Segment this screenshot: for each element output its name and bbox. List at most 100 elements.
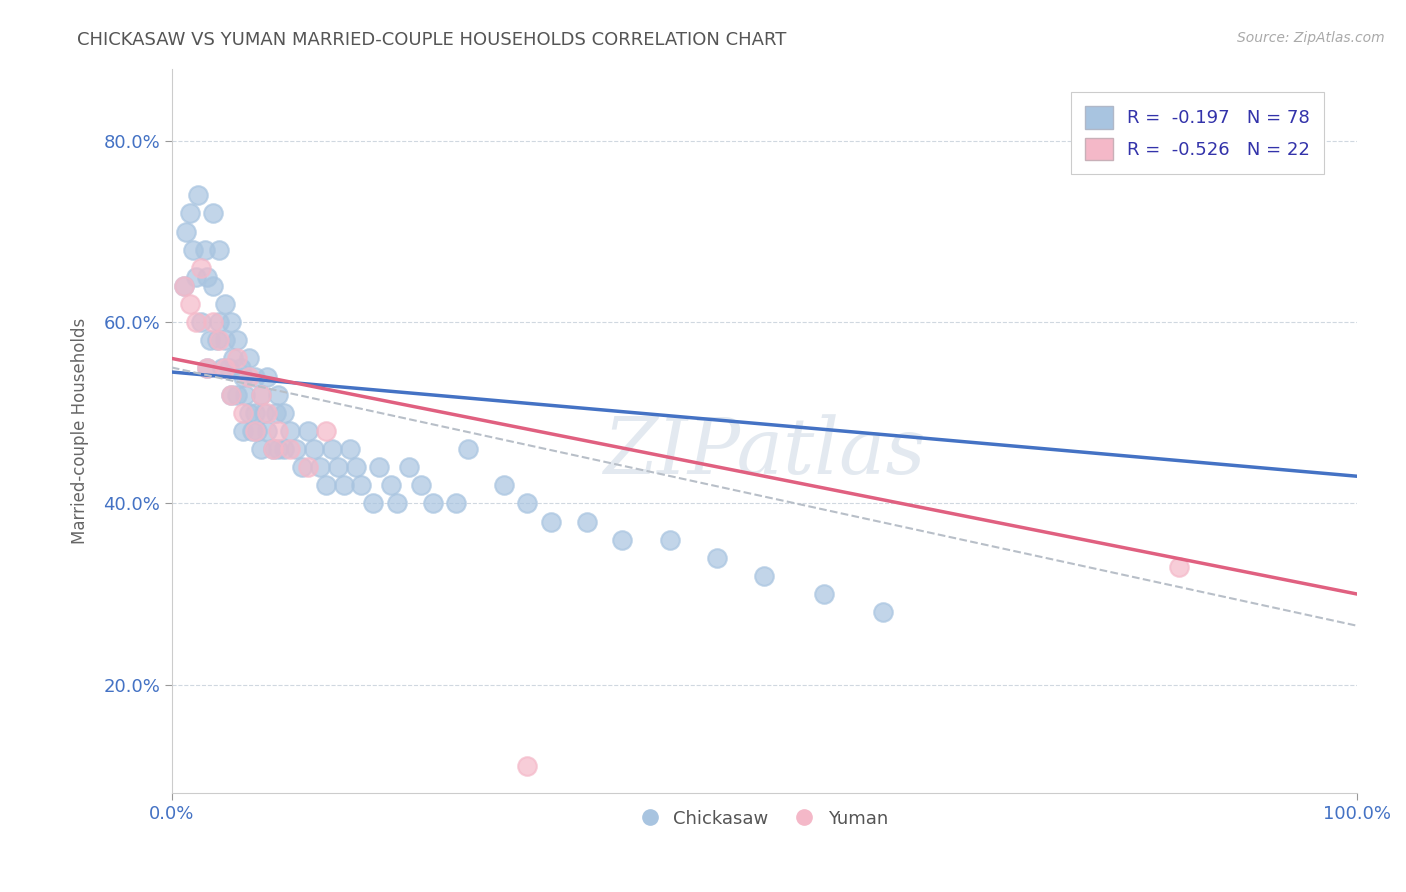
Point bbox=[267, 387, 290, 401]
Point bbox=[297, 424, 319, 438]
Point bbox=[285, 442, 308, 456]
Point bbox=[190, 260, 212, 275]
Y-axis label: Married-couple Households: Married-couple Households bbox=[72, 318, 89, 544]
Point bbox=[173, 279, 195, 293]
Point bbox=[190, 315, 212, 329]
Point bbox=[214, 297, 236, 311]
Point bbox=[315, 424, 337, 438]
Point bbox=[219, 387, 242, 401]
Point bbox=[446, 496, 468, 510]
Point bbox=[267, 424, 290, 438]
Point bbox=[202, 206, 225, 220]
Point bbox=[205, 334, 228, 348]
Point bbox=[256, 406, 278, 420]
Point bbox=[278, 424, 301, 438]
Point bbox=[238, 406, 260, 420]
Point bbox=[706, 550, 728, 565]
Point bbox=[457, 442, 479, 456]
Point bbox=[184, 269, 207, 284]
Point bbox=[232, 369, 254, 384]
Point bbox=[195, 269, 218, 284]
Point bbox=[267, 442, 290, 456]
Point bbox=[321, 442, 343, 456]
Point bbox=[658, 533, 681, 547]
Point bbox=[540, 515, 562, 529]
Point bbox=[243, 424, 266, 438]
Point bbox=[398, 460, 420, 475]
Point bbox=[226, 387, 249, 401]
Point bbox=[214, 334, 236, 348]
Point bbox=[243, 406, 266, 420]
Point bbox=[380, 478, 402, 492]
Point bbox=[173, 279, 195, 293]
Point bbox=[516, 759, 538, 773]
Point bbox=[195, 360, 218, 375]
Point bbox=[309, 460, 332, 475]
Point bbox=[232, 424, 254, 438]
Point bbox=[222, 351, 245, 366]
Point bbox=[872, 605, 894, 619]
Point bbox=[202, 315, 225, 329]
Point bbox=[195, 360, 218, 375]
Point bbox=[262, 442, 284, 456]
Point bbox=[754, 569, 776, 583]
Point bbox=[516, 496, 538, 510]
Point bbox=[350, 478, 373, 492]
Point bbox=[409, 478, 432, 492]
Point bbox=[238, 369, 260, 384]
Text: Source: ZipAtlas.com: Source: ZipAtlas.com bbox=[1237, 31, 1385, 45]
Point bbox=[368, 460, 391, 475]
Point bbox=[174, 225, 197, 239]
Point bbox=[233, 387, 256, 401]
Point bbox=[339, 442, 361, 456]
Point bbox=[273, 406, 295, 420]
Point bbox=[194, 243, 217, 257]
Point bbox=[385, 496, 408, 510]
Point bbox=[218, 360, 240, 375]
Point bbox=[278, 442, 301, 456]
Legend: Chickasaw, Yuman: Chickasaw, Yuman bbox=[633, 802, 896, 835]
Point bbox=[315, 478, 337, 492]
Point bbox=[184, 315, 207, 329]
Point bbox=[344, 460, 367, 475]
Point bbox=[246, 424, 269, 438]
Point bbox=[208, 315, 231, 329]
Point bbox=[219, 387, 242, 401]
Point bbox=[612, 533, 634, 547]
Text: ZIPatlas: ZIPatlas bbox=[603, 415, 925, 491]
Point bbox=[253, 406, 276, 420]
Point bbox=[297, 460, 319, 475]
Point bbox=[242, 424, 264, 438]
Point bbox=[249, 442, 271, 456]
Point bbox=[575, 515, 598, 529]
Point bbox=[202, 279, 225, 293]
Point bbox=[256, 369, 278, 384]
Point bbox=[422, 496, 444, 510]
Point bbox=[332, 478, 354, 492]
Point bbox=[179, 297, 201, 311]
Point bbox=[208, 334, 231, 348]
Point bbox=[226, 351, 249, 366]
Point bbox=[262, 442, 284, 456]
Point bbox=[273, 442, 295, 456]
Point bbox=[361, 496, 384, 510]
Point bbox=[492, 478, 515, 492]
Point bbox=[198, 334, 221, 348]
Point bbox=[208, 243, 231, 257]
Point bbox=[226, 334, 249, 348]
Point bbox=[291, 460, 314, 475]
Point bbox=[243, 369, 266, 384]
Point bbox=[249, 387, 271, 401]
Point bbox=[249, 387, 271, 401]
Point bbox=[219, 315, 242, 329]
Point bbox=[214, 360, 236, 375]
Text: CHICKASAW VS YUMAN MARRIED-COUPLE HOUSEHOLDS CORRELATION CHART: CHICKASAW VS YUMAN MARRIED-COUPLE HOUSEH… bbox=[77, 31, 787, 49]
Point bbox=[181, 243, 204, 257]
Point bbox=[326, 460, 349, 475]
Point bbox=[187, 188, 209, 202]
Point bbox=[211, 360, 233, 375]
Point bbox=[1168, 559, 1191, 574]
Point bbox=[264, 406, 287, 420]
Point bbox=[179, 206, 201, 220]
Point bbox=[256, 424, 278, 438]
